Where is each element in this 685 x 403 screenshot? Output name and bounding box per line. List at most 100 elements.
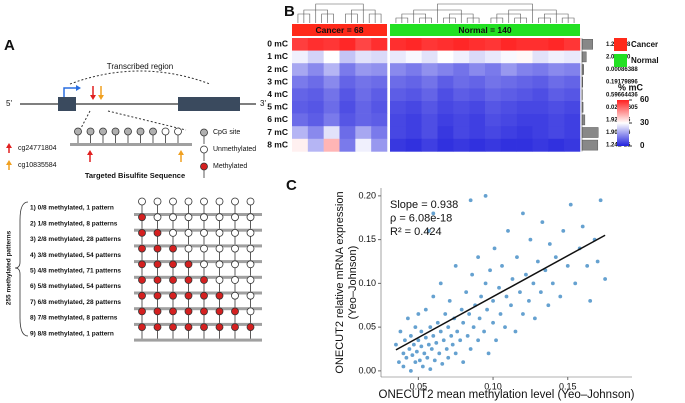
point xyxy=(510,277,515,281)
point xyxy=(538,290,543,295)
exon xyxy=(178,97,240,111)
group-bar xyxy=(390,24,580,36)
heatmap-cell xyxy=(564,63,581,77)
dendrogram xyxy=(321,13,334,23)
heatmap-cell xyxy=(564,101,581,114)
heatmap-cell xyxy=(516,113,533,127)
heatmap-cell xyxy=(307,113,324,127)
heatmap-cell xyxy=(339,50,356,64)
point xyxy=(414,349,419,354)
cpg-site xyxy=(231,323,239,332)
heatmap-cell xyxy=(339,113,356,127)
heatmap-cell xyxy=(405,88,422,102)
heatmap-cell xyxy=(437,88,454,102)
point xyxy=(498,312,503,316)
point xyxy=(453,351,458,356)
arrow-head xyxy=(98,95,104,100)
cpg-site xyxy=(153,260,162,269)
cpg-legend-label: Methylated xyxy=(213,163,247,170)
heatmap-cell xyxy=(532,75,549,89)
pattern-bar xyxy=(134,213,262,216)
panel-label: C xyxy=(286,177,297,194)
pattern-bar xyxy=(134,228,262,232)
point xyxy=(461,360,466,365)
point xyxy=(485,307,489,312)
cpg-site xyxy=(138,244,146,253)
cpg-site xyxy=(246,276,255,284)
heatmap-cell xyxy=(405,101,422,114)
point xyxy=(535,259,540,264)
point xyxy=(588,298,593,303)
dendrogram xyxy=(419,17,432,23)
point xyxy=(506,228,510,233)
heatmap-cell xyxy=(485,126,502,140)
cpg-site xyxy=(169,244,177,253)
point xyxy=(497,285,501,290)
cpg-site xyxy=(231,291,239,300)
heatmap-cell xyxy=(564,138,581,152)
cpg-site xyxy=(169,307,177,316)
heatmap-cell xyxy=(500,113,517,127)
heatmap-cell xyxy=(323,138,340,152)
heatmap-cell xyxy=(323,63,340,77)
heatmap-cell xyxy=(485,75,502,89)
pattern-label: 8) 7/8 methylated, 8 patterns xyxy=(30,315,118,322)
cpg-site xyxy=(215,213,224,222)
point xyxy=(435,320,440,325)
cpg-site xyxy=(169,197,177,206)
heatmap-cell xyxy=(453,138,470,152)
point xyxy=(486,351,491,356)
heatmap-cell xyxy=(421,75,438,89)
point xyxy=(546,303,551,308)
heatmap-cell xyxy=(390,38,407,51)
point xyxy=(405,316,410,321)
point xyxy=(461,320,466,325)
x-tick-label: 0.15 xyxy=(559,381,577,391)
zoom-line xyxy=(107,110,187,131)
cpg-site xyxy=(231,213,239,222)
cpg-site xyxy=(184,228,193,237)
heatmap-cell xyxy=(371,38,388,51)
heatmap-cell xyxy=(390,113,407,127)
heatmap-cell xyxy=(355,126,372,140)
heatmap-cell xyxy=(548,75,565,89)
heatmap-cell xyxy=(292,38,309,51)
point xyxy=(422,351,427,356)
pattern-label: 5) 4/8 methylated, 71 patterns xyxy=(30,268,121,275)
region-label: Transcribed region xyxy=(107,62,173,71)
heatmap-cell xyxy=(437,75,454,89)
heatmap-cell xyxy=(355,50,372,64)
point xyxy=(419,329,424,334)
point xyxy=(423,335,428,340)
point xyxy=(504,294,509,299)
point xyxy=(561,228,566,233)
heatmap-cell xyxy=(516,75,533,89)
point xyxy=(450,342,455,347)
heatmap-cell xyxy=(485,113,502,127)
pattern-label: 3) 2/8 methylated, 28 patterns xyxy=(30,236,121,243)
bar xyxy=(581,114,586,126)
point xyxy=(550,281,555,286)
row-label: 2 mC xyxy=(267,64,288,74)
cpg-site xyxy=(184,197,193,206)
cpg-site xyxy=(215,307,224,316)
dendrogram xyxy=(351,9,376,23)
heatmap-cell xyxy=(390,88,407,102)
heatmap-cell xyxy=(437,138,454,152)
cpg-site xyxy=(138,260,146,269)
y-tick-label: 0.20 xyxy=(358,190,376,200)
heatmap-cell xyxy=(307,38,324,51)
pattern-bar xyxy=(134,322,262,326)
cpg-site xyxy=(184,260,193,269)
point xyxy=(491,298,495,303)
point xyxy=(416,312,421,316)
point xyxy=(527,298,531,303)
point xyxy=(428,367,433,372)
heatmap-cell xyxy=(500,38,517,51)
cpg-site xyxy=(153,276,162,284)
dendrogram xyxy=(449,13,474,23)
cpg-site xyxy=(153,291,162,300)
heatmap-cell xyxy=(500,63,517,77)
cpg-site xyxy=(200,291,208,300)
heatmap-cell xyxy=(323,38,340,51)
